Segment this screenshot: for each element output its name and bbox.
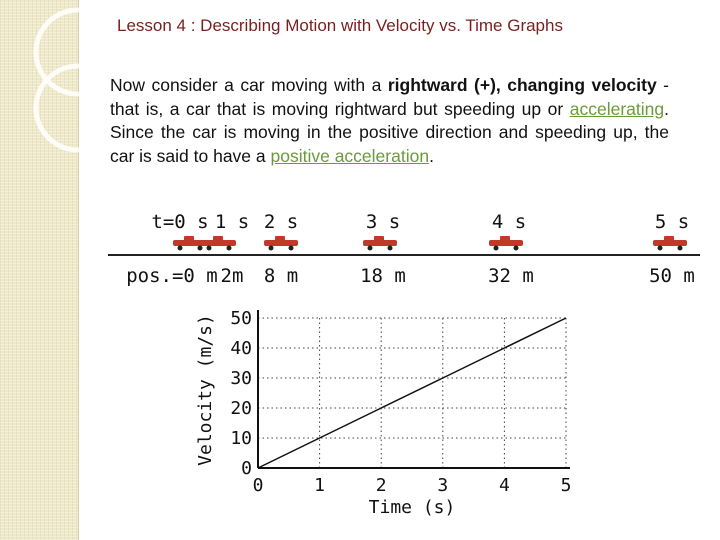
car-icon xyxy=(264,236,298,251)
body-text-4: . xyxy=(429,145,434,166)
time-label: 3 s xyxy=(366,211,400,233)
body-text-1: Now consider a car moving with a xyxy=(110,75,388,95)
time-label: 5 s xyxy=(655,211,689,233)
time-label: 2 s xyxy=(264,211,298,233)
time-label: t=0 s xyxy=(151,211,208,233)
position-label: 8 m xyxy=(264,265,298,287)
x-tick-label: 4 xyxy=(499,475,510,496)
x-tick-label: 3 xyxy=(437,475,448,496)
slide-title: Lesson 4 : Describing Motion with Veloci… xyxy=(117,16,563,35)
y-axis-label: Velocity (m/s) xyxy=(195,314,216,466)
link-accelerating[interactable]: accelerating xyxy=(569,98,665,119)
y-tick-label: 40 xyxy=(230,338,252,359)
position-label: 32 m xyxy=(488,265,534,287)
car-icon xyxy=(653,236,687,251)
link-positive-acceleration[interactable]: positive acceleration xyxy=(270,145,430,166)
y-tick-label: 50 xyxy=(230,308,252,329)
x-tick-label: 2 xyxy=(376,475,387,496)
body-text-2: - that is, a car that is moving rightwar… xyxy=(110,75,669,119)
decorative-rings xyxy=(33,7,123,153)
position-label: pos.=0 m xyxy=(126,265,218,287)
x-tick-label: 5 xyxy=(561,475,572,496)
position-label: 2m xyxy=(221,265,244,287)
y-tick-label: 10 xyxy=(230,428,252,449)
position-label: 18 m xyxy=(360,265,406,287)
body-bold-phrase: rightward (+), changing velocity xyxy=(387,75,657,95)
car-icon xyxy=(363,236,397,251)
x-tick-label: 0 xyxy=(253,475,264,496)
strip-divider xyxy=(78,0,79,540)
x-axis-label: Time (s) xyxy=(369,497,456,518)
car-icon xyxy=(202,236,236,251)
car-icon xyxy=(173,236,207,251)
x-tick-label: 1 xyxy=(314,475,325,496)
y-tick-label: 0 xyxy=(241,458,252,479)
y-tick-label: 20 xyxy=(230,398,252,419)
slide-body: Now consider a car moving with a rightwa… xyxy=(110,74,669,168)
position-label: 50 m xyxy=(649,265,695,287)
y-tick-label: 30 xyxy=(230,368,252,389)
body-text-3: . Since the car is moving in the positiv… xyxy=(110,98,669,166)
car-icon xyxy=(489,236,523,251)
time-label: 4 s xyxy=(492,211,526,233)
time-label: 1 s xyxy=(215,211,249,233)
motion-diagram: t=0 s 1 s 2 s 3 s 4 s 5 s pos.=0 m 2m 8 m 18 m 32… xyxy=(108,211,700,287)
velocity-line xyxy=(257,317,567,469)
